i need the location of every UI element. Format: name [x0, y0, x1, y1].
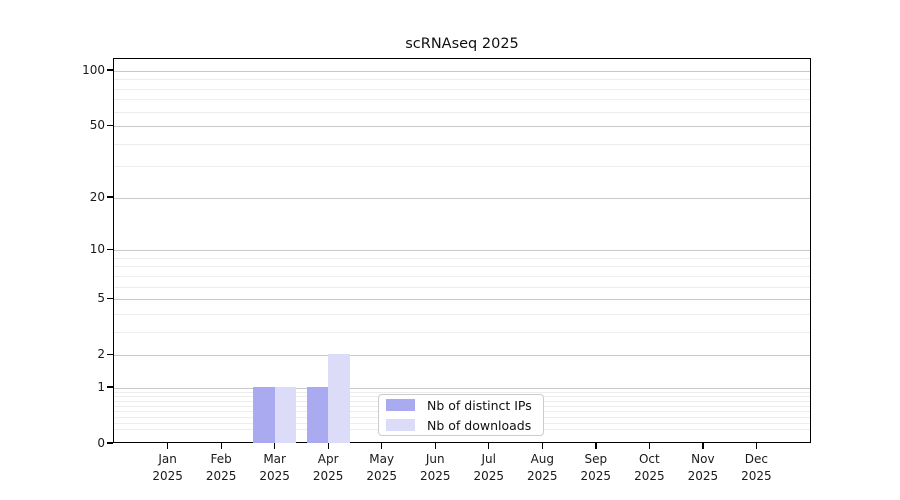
- minor-gridline: [114, 89, 810, 90]
- bar-downloads-apr: [328, 354, 350, 443]
- x-tick-mark: [274, 443, 276, 449]
- x-axis-tick-label: Jan 2025: [152, 452, 183, 483]
- minor-gridline: [114, 276, 810, 277]
- minor-gridline: [114, 112, 810, 113]
- y-axis-tick-label: 1: [97, 379, 105, 394]
- legend-swatch-distinct-ips: [386, 399, 415, 411]
- x-tick-mark: [434, 443, 436, 449]
- x-axis-tick-label: May 2025: [366, 452, 397, 483]
- x-tick-mark: [327, 443, 329, 449]
- chart-title: scRNAseq 2025: [405, 36, 519, 52]
- minor-gridline: [114, 332, 810, 333]
- x-axis-tick-label: Jul 2025: [473, 452, 505, 483]
- legend-item-distinct-ips: Nb of distinct IPs: [379, 396, 543, 415]
- x-axis-tick-label: Feb 2025: [205, 452, 237, 483]
- legend-item-downloads: Nb of downloads: [379, 416, 543, 435]
- minor-gridline: [114, 79, 810, 80]
- y-axis-tick-label: 2: [97, 347, 105, 362]
- y-axis-tick-label: 0: [97, 436, 105, 450]
- x-axis-tick-label: Apr 2025: [312, 452, 344, 483]
- y-tick-mark: [106, 442, 113, 444]
- x-axis-tick-label: Nov 2025: [687, 452, 719, 483]
- minor-gridline: [114, 144, 810, 145]
- major-gridline: [114, 299, 810, 300]
- major-gridline: [114, 250, 810, 251]
- y-tick-mark: [106, 196, 113, 198]
- major-gridline: [114, 126, 810, 127]
- x-tick-mark: [166, 443, 169, 449]
- legend: Nb of distinct IPs Nb of downloads: [378, 394, 544, 436]
- major-gridline: [114, 388, 810, 389]
- minor-gridline: [114, 392, 810, 393]
- y-tick-mark: [106, 124, 113, 126]
- minor-gridline: [114, 287, 810, 288]
- y-axis-tick-label: 5: [97, 291, 105, 306]
- major-gridline: [114, 71, 810, 72]
- legend-label-downloads: Nb of downloads: [427, 417, 532, 433]
- y-tick-mark: [106, 297, 113, 299]
- bars-layer: [114, 59, 810, 443]
- x-axis-tick-label: Dec 2025: [741, 452, 772, 483]
- x-axis-tick-label: Aug 2025: [527, 452, 558, 483]
- x-tick-mark: [541, 443, 543, 449]
- x-axis-tick-label: Mar 2025: [259, 452, 290, 483]
- x-tick-mark: [381, 443, 383, 449]
- legend-swatch-downloads: [386, 419, 415, 431]
- minor-gridline: [114, 166, 810, 167]
- y-axis-tick-label: 50: [89, 118, 105, 133]
- major-gridline: [114, 355, 810, 356]
- minor-gridline: [114, 266, 810, 267]
- y-tick-mark: [106, 248, 113, 250]
- y-axis-tick-label: 100: [82, 62, 105, 77]
- bar-distinct-ips-mar: [253, 386, 275, 443]
- minor-gridline: [114, 314, 810, 315]
- x-axis-tick-label: Jun 2025: [419, 452, 451, 483]
- x-tick-mark: [702, 443, 704, 449]
- bar-distinct-ips-apr: [306, 386, 329, 443]
- bar-downloads-mar: [274, 386, 297, 443]
- x-tick-mark: [488, 443, 490, 449]
- plot-area: [113, 58, 811, 443]
- legend-label-distinct-ips: Nb of distinct IPs: [427, 397, 532, 413]
- x-tick-mark: [755, 443, 758, 449]
- y-tick-mark: [106, 353, 113, 355]
- x-axis-tick-label: Oct 2025: [634, 452, 665, 483]
- x-tick-mark: [595, 443, 597, 449]
- y-axis-tick-label: 10: [89, 242, 105, 257]
- minor-gridline: [114, 258, 810, 259]
- x-tick-mark: [220, 443, 222, 449]
- y-axis-tick-label: 20: [89, 189, 105, 204]
- major-gridline: [114, 198, 810, 199]
- x-axis-tick-label: Sep 2025: [580, 452, 612, 483]
- minor-gridline: [114, 99, 810, 100]
- x-tick-mark: [648, 443, 651, 449]
- y-tick-mark: [106, 386, 113, 388]
- y-tick-mark: [106, 69, 113, 71]
